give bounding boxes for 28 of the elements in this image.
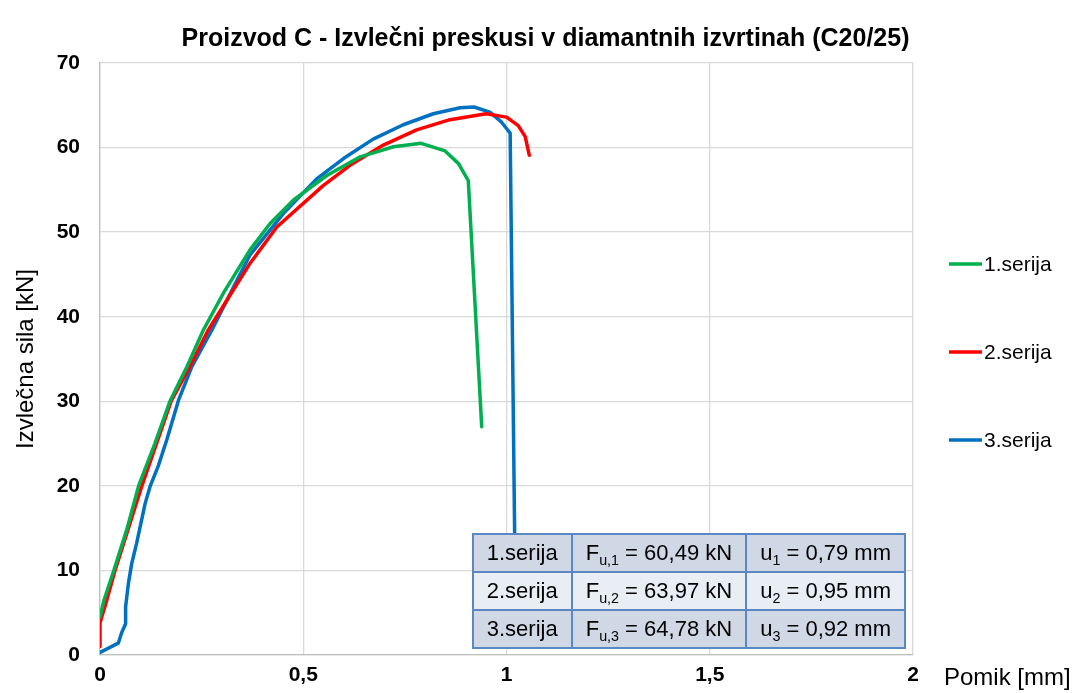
y-tick-label: 0 — [68, 641, 80, 665]
y-axis-title: Izvlečna sila [kN] — [11, 268, 39, 450]
x-tick-label: 2 — [907, 662, 919, 686]
x-axis-title: Pomik [mm] — [944, 662, 1071, 690]
legend-label: 1.serija — [984, 251, 1053, 275]
y-tick-label: 40 — [56, 303, 80, 327]
annotation: F$_{u,3}$ = 64,78 kN — [571, 610, 747, 648]
y-tick-label: 20 — [56, 472, 80, 496]
annotation: u$_{3}$ = 0,92 mm — [746, 610, 905, 648]
annotation: u$_{1}$ = 0,79 mm — [746, 534, 905, 572]
annotation: u$_{2}$ = 0,95 mm — [746, 572, 905, 610]
annotation: 3.serija — [472, 610, 572, 648]
x-tick-label: 0 — [94, 662, 106, 686]
legend-label: 3.serija — [984, 427, 1053, 451]
annotation: 1.serija — [472, 534, 572, 572]
y-tick-label: 50 — [56, 218, 80, 242]
annotation: F$_{u,1}$ = 60,49 kN — [571, 534, 747, 572]
y-tick-label: 60 — [56, 134, 80, 158]
annotation: 2.serija — [472, 572, 572, 610]
x-tick-label: 0,5 — [288, 662, 319, 686]
y-tick-label: 30 — [56, 388, 80, 412]
y-tick-label: 10 — [56, 557, 80, 581]
annotation: F$_{u,2}$ = 63,97 kN — [571, 572, 747, 610]
x-tick-label: 1,5 — [695, 662, 725, 686]
chart-title: Proizvod C - Izvlečni preskusi v diamantnih izvrtinah (C20/25) — [181, 22, 910, 51]
legend-label: 2.serija — [984, 339, 1053, 363]
y-tick-label: 70 — [56, 49, 80, 73]
x-tick-label: 1 — [500, 662, 513, 686]
